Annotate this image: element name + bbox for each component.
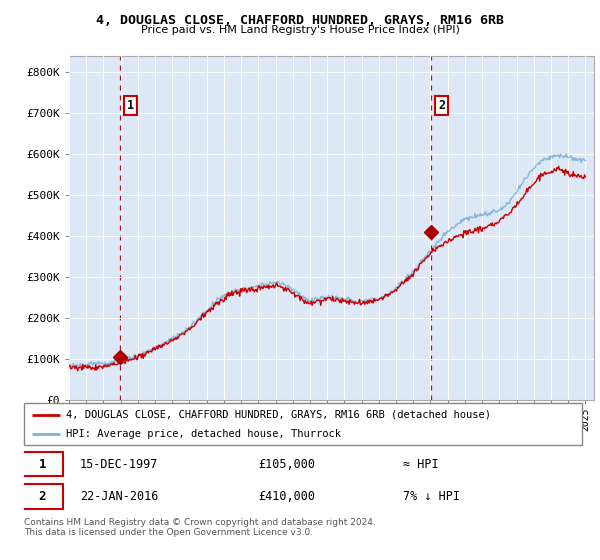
Text: ≈ HPI: ≈ HPI (403, 458, 439, 470)
FancyBboxPatch shape (21, 484, 63, 508)
Text: 15-DEC-1997: 15-DEC-1997 (80, 458, 158, 470)
Text: 2: 2 (438, 99, 445, 111)
Text: HPI: Average price, detached house, Thurrock: HPI: Average price, detached house, Thur… (66, 429, 341, 439)
Text: £105,000: £105,000 (259, 458, 316, 470)
FancyBboxPatch shape (24, 403, 582, 445)
Text: 2: 2 (38, 490, 46, 503)
Text: 4, DOUGLAS CLOSE, CHAFFORD HUNDRED, GRAYS, RM16 6RB: 4, DOUGLAS CLOSE, CHAFFORD HUNDRED, GRAY… (96, 14, 504, 27)
Text: 1: 1 (38, 458, 46, 470)
Text: 7% ↓ HPI: 7% ↓ HPI (403, 490, 460, 503)
Text: Contains HM Land Registry data © Crown copyright and database right 2024.
This d: Contains HM Land Registry data © Crown c… (24, 518, 376, 538)
Text: £410,000: £410,000 (259, 490, 316, 503)
FancyBboxPatch shape (21, 452, 63, 477)
Text: Price paid vs. HM Land Registry's House Price Index (HPI): Price paid vs. HM Land Registry's House … (140, 25, 460, 35)
Text: 1: 1 (127, 99, 134, 111)
Text: 22-JAN-2016: 22-JAN-2016 (80, 490, 158, 503)
Text: 4, DOUGLAS CLOSE, CHAFFORD HUNDRED, GRAYS, RM16 6RB (detached house): 4, DOUGLAS CLOSE, CHAFFORD HUNDRED, GRAY… (66, 409, 491, 419)
